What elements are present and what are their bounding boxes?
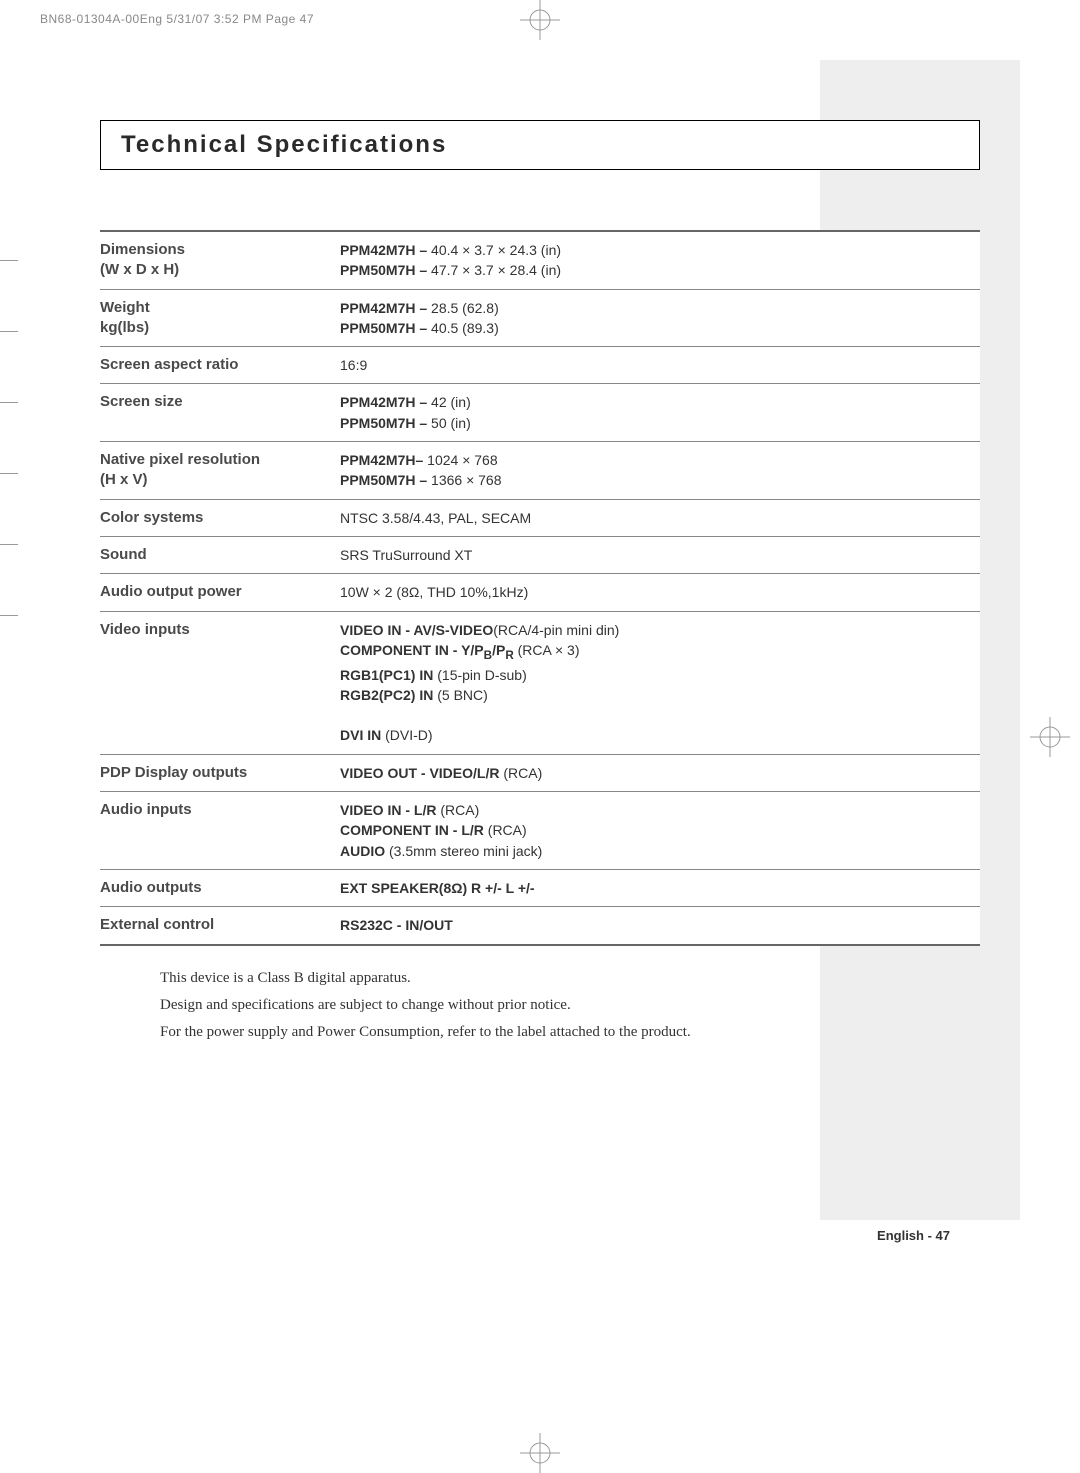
spec-label: Audio inputs [100,792,340,870]
spec-value: SRS TruSurround XT [340,536,980,573]
crop-mark-top [520,0,560,40]
spec-label: External control [100,907,340,945]
spec-value: VIDEO OUT - VIDEO/L/R (RCA) [340,754,980,791]
crop-mark-bottom [520,1433,560,1473]
spec-label: Audio outputs [100,869,340,906]
spec-value: 10W × 2 (8Ω, THD 10%,1kHz) [340,574,980,611]
spec-row: Native pixel resolution(H x V)PPM42M7H– … [100,442,980,500]
spec-row: Color systemsNTSC 3.58/4.43, PAL, SECAM [100,499,980,536]
footnote-2: Design and specifications are subject to… [160,997,980,1014]
spec-label: Weightkg(lbs) [100,289,340,347]
spec-row: Audio output power10W × 2 (8Ω, THD 10%,1… [100,574,980,611]
spec-value: NTSC 3.58/4.43, PAL, SECAM [340,499,980,536]
footnote-1: This device is a Class B digital apparat… [160,970,980,987]
title-box: Technical Specifications [100,120,980,170]
spec-label: PDP Display outputs [100,754,340,791]
spec-value: PPM42M7H – 42 (in)PPM50M7H – 50 (in) [340,384,980,442]
spec-row: Audio inputsVIDEO IN - L/R (RCA)COMPONEN… [100,792,980,870]
spec-row: External controlRS232C - IN/OUT [100,907,980,945]
page-footer: English - 47 [877,1228,950,1243]
spec-value: 16:9 [340,347,980,384]
spec-row: SoundSRS TruSurround XT [100,536,980,573]
spec-label: Video inputs [100,611,340,754]
spec-label: Audio output power [100,574,340,611]
spec-table: Dimensions(W x D x H)PPM42M7H – 40.4 × 3… [100,230,980,946]
spec-row: Dimensions(W x D x H)PPM42M7H – 40.4 × 3… [100,231,980,289]
page-title: Technical Specifications [121,131,447,158]
footnotes: This device is a Class B digital apparat… [160,970,980,1041]
spec-label: Sound [100,536,340,573]
spec-row: Audio outputsEXT SPEAKER(8Ω) R +/- L +/- [100,869,980,906]
footnote-3: For the power supply and Power Consumpti… [160,1024,980,1041]
spec-value: EXT SPEAKER(8Ω) R +/- L +/- [340,869,980,906]
spec-value: VIDEO IN - AV/S-VIDEO(RCA/4-pin mini din… [340,611,980,754]
spec-row: Video inputsVIDEO IN - AV/S-VIDEO(RCA/4-… [100,611,980,754]
crop-mark-right [1030,717,1070,757]
spec-label: Dimensions(W x D x H) [100,231,340,289]
spec-value: PPM42M7H – 28.5 (62.8)PPM50M7H – 40.5 (8… [340,289,980,347]
spec-value: PPM42M7H – 40.4 × 3.7 × 24.3 (in)PPM50M7… [340,231,980,289]
spec-row: PDP Display outputsVIDEO OUT - VIDEO/L/R… [100,754,980,791]
spec-value: RS232C - IN/OUT [340,907,980,945]
spec-value: VIDEO IN - L/R (RCA)COMPONENT IN - L/R (… [340,792,980,870]
spec-label: Color systems [100,499,340,536]
page-content: Technical Specifications Dimensions(W x … [100,120,980,1051]
registration-marks-left [0,260,20,686]
spec-row: Screen sizePPM42M7H – 42 (in)PPM50M7H – … [100,384,980,442]
spec-label: Screen size [100,384,340,442]
print-header-line: BN68-01304A-00Eng 5/31/07 3:52 PM Page 4… [40,12,314,26]
spec-row: Screen aspect ratio16:9 [100,347,980,384]
spec-label: Screen aspect ratio [100,347,340,384]
spec-value: PPM42M7H– 1024 × 768PPM50M7H – 1366 × 76… [340,442,980,500]
spec-label: Native pixel resolution(H x V) [100,442,340,500]
spec-row: Weightkg(lbs)PPM42M7H – 28.5 (62.8)PPM50… [100,289,980,347]
